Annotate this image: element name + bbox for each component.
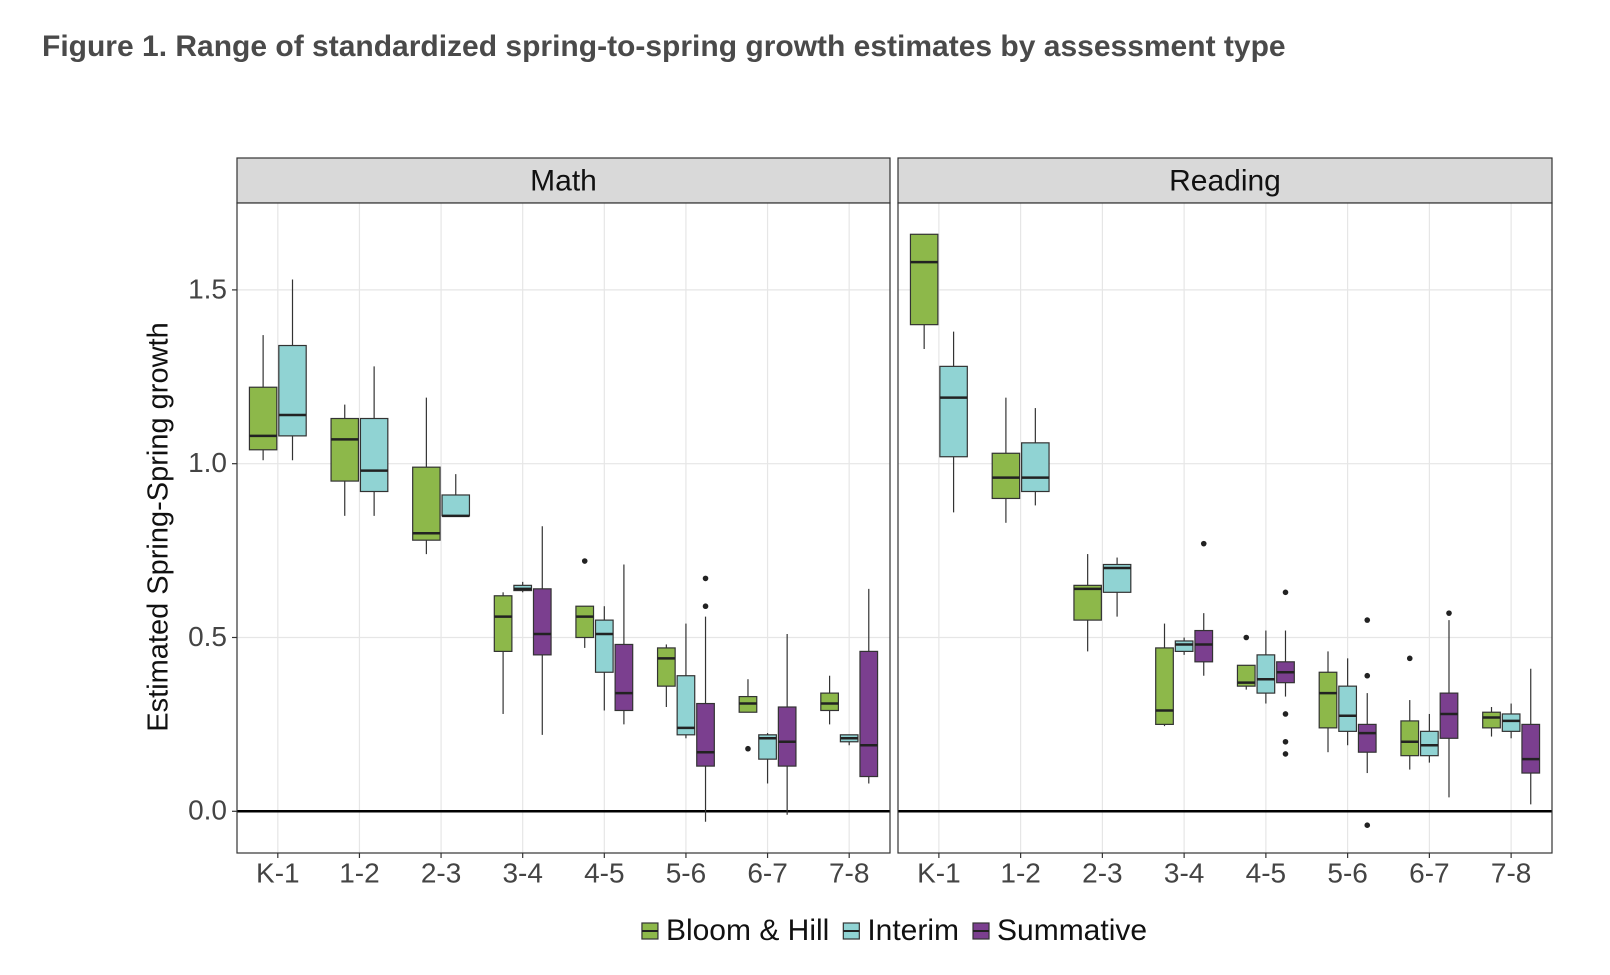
box xyxy=(1318,671,1338,729)
x-tick-label: K-1 xyxy=(256,857,300,888)
legend-label: Bloom & Hill xyxy=(666,914,829,947)
outlier xyxy=(702,603,709,610)
box xyxy=(575,605,595,639)
box xyxy=(1482,711,1501,729)
outlier xyxy=(1364,822,1371,828)
box xyxy=(859,650,879,778)
box xyxy=(1400,720,1420,757)
box xyxy=(820,692,839,712)
outlier xyxy=(1282,751,1289,757)
x-tick-label: 1-2 xyxy=(339,857,379,888)
box xyxy=(594,619,614,673)
chart-title: Figure 1. Range of standardized spring-t… xyxy=(42,30,1286,63)
facet-title: Reading xyxy=(1169,164,1281,197)
y-tick-label: 1.0 xyxy=(188,447,227,478)
box xyxy=(412,466,441,541)
outlier xyxy=(1282,738,1289,745)
box xyxy=(1174,640,1194,652)
legend-label: Interim xyxy=(867,914,959,947)
x-tick-label: 2-3 xyxy=(1082,857,1122,888)
y-tick-label: 0.5 xyxy=(188,621,227,652)
box xyxy=(1357,723,1377,753)
facet-strip xyxy=(236,157,891,204)
x-tick-label: 4-5 xyxy=(584,857,624,888)
outlier xyxy=(1446,610,1452,616)
box xyxy=(991,452,1021,500)
outlier xyxy=(1364,672,1371,679)
box xyxy=(909,233,939,326)
outlier xyxy=(1243,634,1250,641)
x-tick-label: K-1 xyxy=(917,857,961,888)
facet-title: Math xyxy=(530,164,597,197)
box xyxy=(1256,654,1276,694)
x-tick-label: 4-5 xyxy=(1246,857,1286,888)
x-tick-label: 7-8 xyxy=(829,857,869,888)
box xyxy=(1236,664,1256,687)
box xyxy=(614,643,634,712)
x-tick-label: 6-7 xyxy=(747,857,787,888)
box xyxy=(359,417,389,493)
legend: Bloom & Hill Interim Summative xyxy=(641,914,1147,947)
legend-label: Summative xyxy=(997,914,1147,947)
x-tick-label: 3-4 xyxy=(1164,857,1204,888)
box xyxy=(1021,442,1050,493)
outlier xyxy=(745,745,751,752)
x-tick-label: 1-2 xyxy=(1000,857,1040,888)
box xyxy=(676,675,696,736)
box xyxy=(441,494,471,517)
facet-strip xyxy=(897,157,1553,204)
box xyxy=(939,365,968,458)
box xyxy=(493,595,513,652)
box xyxy=(1419,730,1439,757)
x-tick-label: 5-6 xyxy=(1327,857,1367,888)
outlier xyxy=(1364,617,1371,623)
box xyxy=(1439,692,1459,739)
box xyxy=(532,588,552,656)
box xyxy=(278,344,307,437)
x-tick-label: 5-6 xyxy=(666,857,706,888)
outlier xyxy=(702,575,709,582)
box xyxy=(1338,685,1358,732)
x-tick-label: 7-8 xyxy=(1491,857,1531,888)
panel-background xyxy=(898,203,1552,853)
box xyxy=(330,417,360,482)
x-tick-label: 3-4 xyxy=(502,857,542,888)
y-axis-label: Estimated Spring-Spring growth xyxy=(143,322,175,731)
box xyxy=(1073,584,1102,621)
box xyxy=(1501,713,1521,732)
panel-border xyxy=(897,202,1553,854)
outlier xyxy=(1282,711,1289,717)
box xyxy=(248,386,278,451)
outlier xyxy=(1200,540,1207,547)
outlier xyxy=(1282,589,1289,596)
x-tick-label: 2-3 xyxy=(421,857,461,888)
x-tick-label: 6-7 xyxy=(1409,857,1449,888)
y-tick-label: 0.0 xyxy=(188,795,227,826)
box xyxy=(1521,723,1541,774)
box xyxy=(656,647,676,687)
box xyxy=(758,734,777,760)
box xyxy=(777,706,797,767)
box xyxy=(696,702,715,767)
box xyxy=(1155,647,1174,725)
y-tick-label: 1.5 xyxy=(188,273,227,304)
outlier xyxy=(581,558,588,564)
box xyxy=(1194,629,1214,663)
outlier xyxy=(1406,655,1413,662)
panel-border xyxy=(236,202,891,854)
